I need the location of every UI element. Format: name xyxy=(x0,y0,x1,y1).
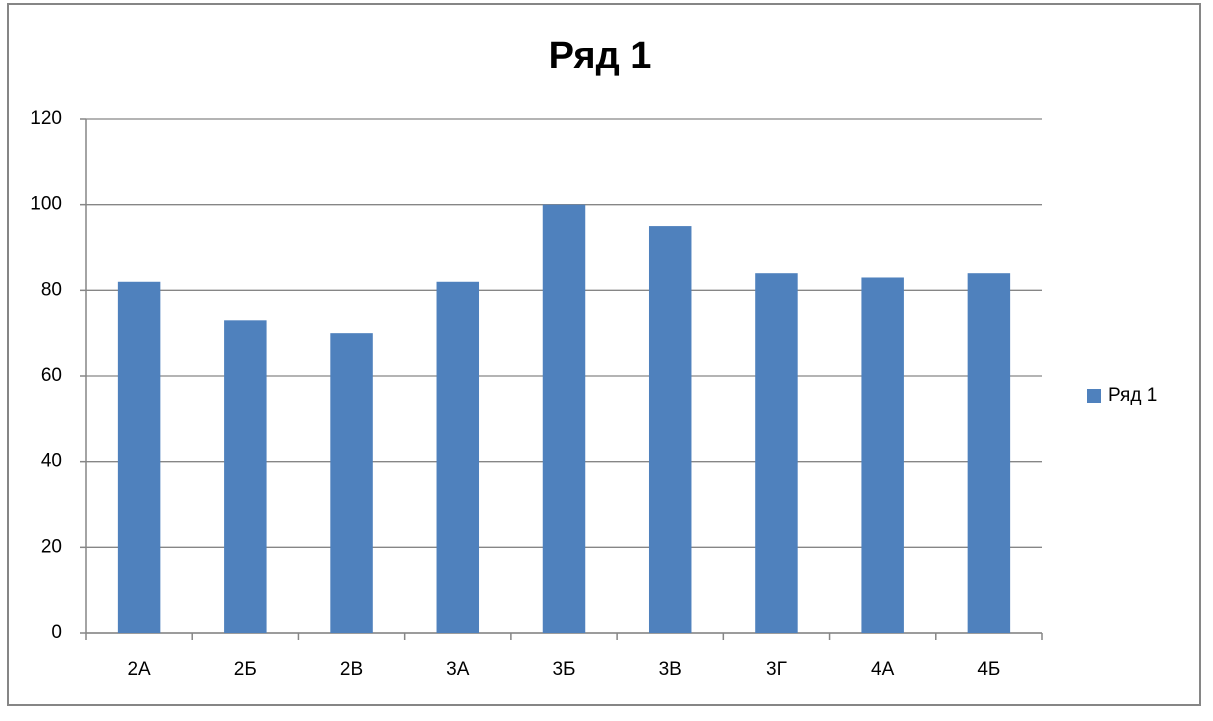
x-tick-label: 4А xyxy=(871,659,895,680)
bar xyxy=(755,273,798,633)
bar xyxy=(436,281,480,633)
x-tick-label: 2А xyxy=(127,659,151,680)
bar xyxy=(861,277,904,633)
y-tick-label: 20 xyxy=(41,536,62,557)
x-tick-label: 4Б xyxy=(977,659,1000,680)
legend-swatch xyxy=(1087,389,1101,403)
bar xyxy=(967,273,1011,633)
x-tick-label: 3В xyxy=(659,659,682,680)
y-tick-label: 80 xyxy=(41,279,62,300)
x-tick-label: 3А xyxy=(446,659,470,680)
x-tick-label: 3Б xyxy=(552,659,575,680)
bar xyxy=(648,226,692,634)
y-tick-label: 120 xyxy=(30,108,62,129)
legend-label: Ряд 1 xyxy=(1108,385,1157,406)
bar xyxy=(224,320,267,633)
y-tick-label: 0 xyxy=(51,622,62,643)
chart-title: Ряд 1 xyxy=(549,35,652,77)
y-tick-label: 40 xyxy=(41,451,62,472)
x-tick-label: 2В xyxy=(340,659,363,680)
y-tick-label: 100 xyxy=(30,194,62,215)
x-tick-label: 3Г xyxy=(766,659,787,680)
bar xyxy=(330,333,373,633)
x-tick-label: 2Б xyxy=(234,659,257,680)
bar xyxy=(117,281,161,633)
y-tick-label: 60 xyxy=(41,365,62,386)
chart-border xyxy=(7,3,1201,706)
bar xyxy=(542,204,586,633)
